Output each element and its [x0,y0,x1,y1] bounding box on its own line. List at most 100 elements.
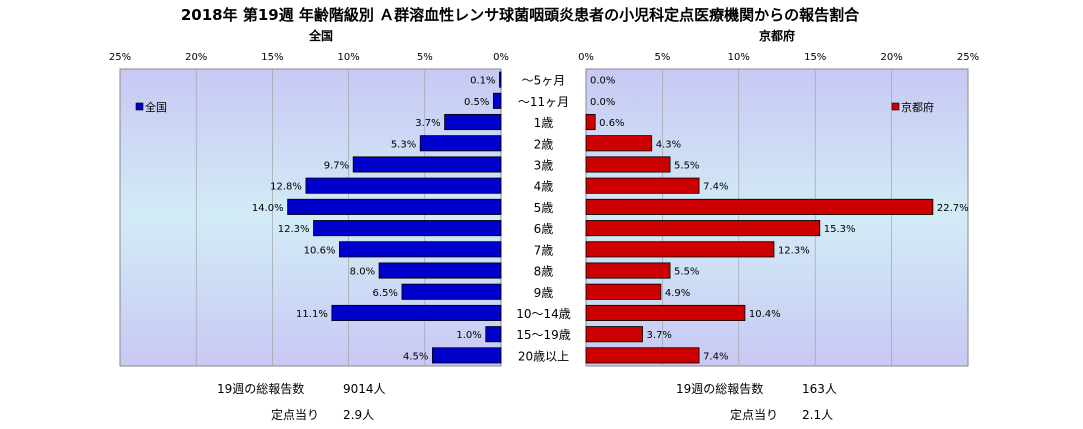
bar-left-0 [499,71,502,88]
left-panel-national: 25% 20% 15% 10% 5% 0% 0.1% 0.5% 3.7% 5.3% 9.7% 12.8… [109,52,509,367]
tick-label-right: 25% [957,52,979,63]
data-label-right-9: 5.5% [674,267,699,278]
legend-swatch-left [135,102,144,111]
data-label-right-4: 5.5% [674,160,699,171]
tick-label-right: 0% [578,52,594,63]
bar-left-6 [287,198,502,215]
category-label-4: 3歳 [534,158,554,172]
bar-right-6 [585,198,934,215]
right-per-label: 定点当り [730,407,778,422]
bar-right-2 [585,113,596,131]
data-label-left-13: 4.5% [403,351,428,362]
bar-left-4 [352,156,502,173]
bar-left-1 [492,92,502,109]
tick-label-left: 20% [185,52,207,63]
data-label-right-8: 12.3% [778,245,810,256]
data-label-right-2: 0.6% [599,118,624,129]
legend-swatch-right [891,102,900,111]
category-label-6: 5歳 [534,201,554,215]
legend-label-right: 京都府 [901,100,934,114]
right-stats: 19週の総報告数 163人 定点当り 2.1人 [676,381,837,422]
bar-right-3 [585,135,653,152]
data-label-right-13: 7.4% [703,351,728,362]
bar-right-4 [585,156,671,173]
right-panel-kyoto: 0% 5% 10% 15% 20% 25% 0.0% 0.0% 0.6% 4.3% 5.5% 7.4%… [578,52,979,367]
left-subtitle: 全国 [308,28,333,43]
tick-label-right: 10% [728,52,750,63]
category-label-11: 10～14歳 [516,307,571,321]
bar-left-8 [339,241,502,258]
left-stats: 19週の総報告数 9014人 定点当り 2.9人 [217,381,386,422]
tick-label-left: 25% [109,52,131,63]
right-subtitle: 京都府 [759,28,795,43]
data-label-left-8: 10.6% [304,245,336,256]
legend-label-left: 全国 [145,100,167,114]
tick-label-right: 15% [804,52,826,63]
right-per-value: 2.1人 [802,408,833,422]
plot-area-left [119,68,502,367]
category-label-2: 1歳 [534,116,554,130]
data-label-left-1: 0.5% [464,97,489,108]
data-label-right-1: 0.0% [590,97,615,108]
bar-right-8 [585,241,775,258]
category-label-13: 20歳以上 [518,349,569,363]
tick-label-left: 10% [337,52,359,63]
tick-label-right: 5% [654,52,670,63]
bar-left-3 [419,135,502,152]
bar-left-5 [305,177,502,194]
category-label-5: 4歳 [534,180,554,194]
data-label-right-7: 15.3% [824,224,856,235]
right-total-value: 163人 [802,382,837,396]
bar-right-5 [585,177,700,194]
left-total-label: 19週の総報告数 [217,381,304,396]
bar-left-9 [378,262,502,279]
bar-right-13 [585,347,700,364]
data-label-right-0: 0.0% [590,76,615,87]
bar-left-12 [485,326,502,343]
left-total-value: 9014人 [343,382,386,396]
data-label-right-3: 4.3% [656,139,681,150]
left-per-label: 定点当り [271,407,319,422]
data-label-left-12: 1.0% [456,330,481,341]
data-label-right-5: 7.4% [703,182,728,193]
data-label-right-11: 10.4% [749,309,781,320]
bar-right-7 [585,220,821,237]
data-label-left-4: 9.7% [324,160,349,171]
bar-left-7 [313,220,502,237]
bar-left-10 [401,283,502,300]
data-label-left-5: 12.8% [270,182,302,193]
bar-left-2 [444,113,502,131]
category-label-7: 6歳 [534,222,554,236]
category-label-9: 8歳 [534,265,554,279]
tick-label-left: 0% [493,52,509,63]
right-total-label: 19週の総報告数 [676,381,763,396]
data-label-left-3: 5.3% [391,139,416,150]
data-label-left-2: 3.7% [415,118,440,129]
category-label-1: ～11ヶ月 [518,95,569,109]
category-label-12: 15～19歳 [516,328,571,342]
data-label-left-6: 14.0% [252,203,284,214]
bar-right-11 [585,304,746,322]
data-label-right-12: 3.7% [647,330,672,341]
bar-right-12 [585,326,643,343]
left-per-value: 2.9人 [343,408,374,422]
bar-right-9 [585,262,671,279]
category-label-8: 7歳 [534,243,554,257]
data-label-left-9: 8.0% [350,267,375,278]
bar-right-10 [585,283,662,300]
data-label-left-7: 12.3% [278,224,310,235]
data-label-left-11: 11.1% [296,309,328,320]
data-label-right-6: 22.7% [937,203,969,214]
category-label-3: 2歳 [534,137,554,151]
tick-label-left: 15% [261,52,283,63]
category-label-0: ～5ヶ月 [522,74,566,88]
chart-title: 2018年 第19週 年齢階級別 Ａ群溶血性レンサ球菌咽頭炎患者の小児科定点医療… [181,6,860,24]
data-label-left-10: 6.5% [373,288,398,299]
bar-left-11 [331,304,502,322]
tick-label-right: 20% [880,52,902,63]
category-label-10: 9歳 [534,286,554,300]
data-label-right-10: 4.9% [665,288,690,299]
data-label-left-0: 0.1% [470,76,495,87]
bar-left-13 [432,347,502,364]
